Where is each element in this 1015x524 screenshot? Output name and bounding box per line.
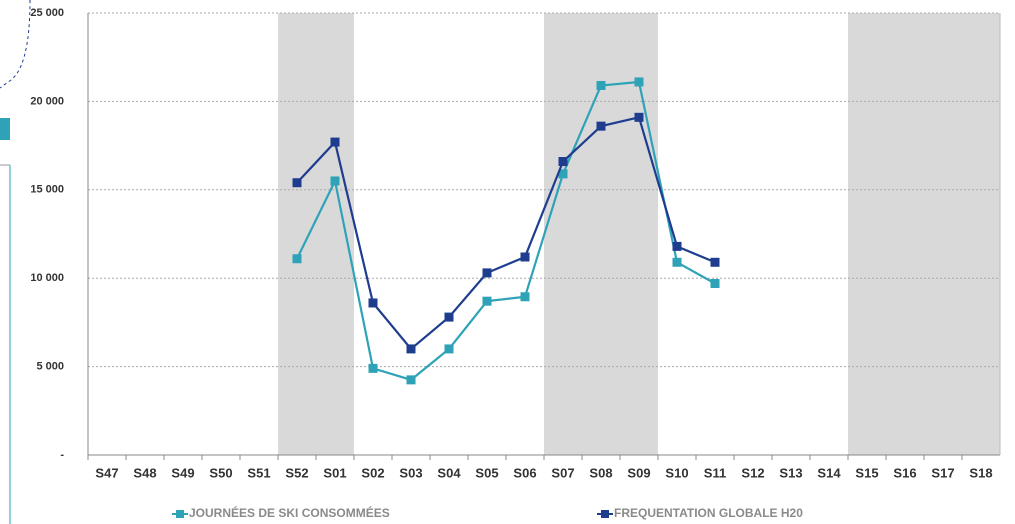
- x-tick-label: S03: [399, 465, 422, 480]
- x-tick-label: S48: [133, 465, 156, 480]
- y-tick-label: 20 000: [30, 95, 64, 107]
- data-point: [710, 279, 720, 289]
- data-point: [444, 312, 454, 322]
- x-tick-label: S02: [361, 465, 384, 480]
- y-tick-label: 25 000: [30, 7, 64, 19]
- background-layout: [0, 0, 31, 524]
- x-tick-label: S11: [704, 465, 726, 480]
- data-point: [710, 257, 720, 267]
- data-point: [292, 254, 302, 264]
- data-point: [444, 344, 454, 354]
- x-tick-label: S07: [551, 465, 574, 480]
- series-line: [296, 80, 716, 382]
- data-point: [292, 178, 302, 188]
- x-tick-label: S10: [665, 465, 688, 480]
- x-tick-label: S05: [475, 465, 498, 480]
- x-tick-label: S12: [741, 465, 764, 480]
- data-point: [672, 241, 682, 251]
- series-line: [296, 116, 716, 351]
- x-tick-label: S50: [209, 465, 232, 480]
- x-tick-label: S14: [817, 465, 841, 480]
- x-tick-label: S04: [437, 465, 461, 480]
- x-tick-label: S13: [779, 465, 802, 480]
- legend-label: FREQUENTATION GLOBALE H20: [614, 506, 803, 520]
- data-point: [558, 157, 568, 167]
- x-tick-label: S51: [247, 465, 270, 480]
- data-point: [368, 363, 378, 373]
- data-point: [558, 169, 568, 179]
- holiday-band: [278, 13, 354, 455]
- data-point: [406, 375, 416, 385]
- data-point: [672, 257, 682, 267]
- y-tick-label: 10 000: [30, 272, 64, 284]
- data-point: [368, 298, 378, 308]
- y-tick-label: 15 000: [30, 184, 64, 196]
- x-tick-label: S47: [95, 465, 118, 480]
- holiday-band: [848, 13, 1000, 455]
- x-tick-label: S49: [171, 465, 194, 480]
- data-point: [520, 292, 530, 302]
- x-tick-label: S16: [893, 465, 916, 480]
- x-tick-label: S09: [627, 465, 650, 480]
- x-tick-label: S15: [855, 465, 878, 480]
- y-tick-label: -: [60, 449, 64, 461]
- x-tick-label: S52: [285, 465, 308, 480]
- x-tick-label: S18: [969, 465, 992, 480]
- x-tick-label: S08: [589, 465, 612, 480]
- side-marker: [0, 118, 10, 140]
- legend-label: JOURNÉES DE SKI CONSOMMÉES: [189, 505, 390, 520]
- data-point: [634, 77, 644, 87]
- legend-marker: [176, 510, 184, 518]
- data-point: [596, 121, 606, 131]
- data-point: [634, 112, 644, 122]
- x-tick-label: S06: [513, 465, 536, 480]
- data-point: [482, 268, 492, 278]
- data-point: [520, 252, 530, 262]
- data-point: [330, 137, 340, 147]
- x-tick-label: S01: [323, 465, 346, 480]
- data-point: [330, 176, 340, 186]
- data-point: [596, 80, 606, 90]
- y-tick-label: 5 000: [36, 361, 64, 373]
- data-point: [482, 296, 492, 306]
- data-point: [406, 344, 416, 354]
- x-tick-label: S17: [931, 465, 954, 480]
- dashed-shape: [0, 0, 31, 89]
- legend-marker: [601, 510, 609, 518]
